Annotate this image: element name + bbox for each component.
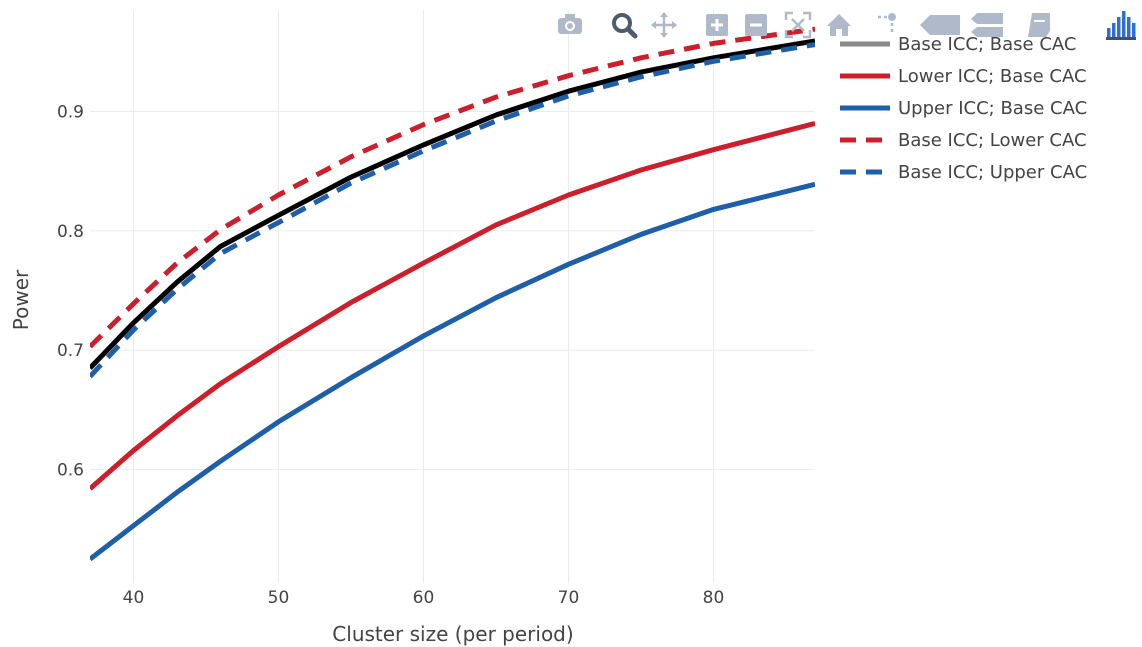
home-icon[interactable]: Reset axes [827,14,851,36]
pan-icon[interactable]: Pan [651,12,677,38]
plotly-logo-icon[interactable]: Produced with Plotly [1106,11,1136,40]
series-line-1 [90,123,815,488]
legend[interactable]: Base ICC; Base CAC Lower ICC; Base CAC Upp… [840,34,1087,183]
grid-lines [90,10,815,583]
legend-label: Upper ICC; Base CAC [898,98,1087,119]
y-axis-title: Power [9,269,33,330]
legend-label: Lower ICC; Base CAC [898,66,1087,87]
legend-label: Base ICC; Upper CAC [898,162,1087,183]
x-tick-label: 80 [703,588,725,608]
x-tick-label: 40 [123,588,145,608]
x-tick-label: 60 [413,588,435,608]
series-lines [90,29,815,559]
camera-icon[interactable]: Download plot as a png [558,14,582,34]
y-axis-ticks: 0.6 0.7 0.8 0.9 [57,102,84,480]
x-tick-label: 50 [268,588,290,608]
series-line-3 [90,29,815,347]
legend-item[interactable]: Base ICC; Upper CAC [840,162,1087,183]
series-line-2 [90,184,815,559]
legend-label: Base ICC; Base CAC [898,34,1076,55]
legend-item[interactable]: Base ICC; Lower CAC [840,130,1087,151]
x-axis-ticks: 40 50 60 70 80 [123,588,725,608]
legend-label: Base ICC; Lower CAC [898,130,1087,151]
zoom-out-icon[interactable]: Zoom out [745,14,767,36]
x-tick-label: 70 [558,588,580,608]
spike-lines-icon[interactable]: Toggle Spike Lines [878,13,896,33]
y-tick-label: 0.9 [57,102,84,122]
x-axis-title: Cluster size (per period) [332,622,573,646]
zoom-in-icon[interactable]: Zoom in [706,14,728,36]
legend-item[interactable]: Lower ICC; Base CAC [840,66,1087,87]
edit-icon[interactable]: Edit in Chart Studio [1028,13,1050,37]
hover-closest-icon[interactable]: Show closest data on hover [920,15,960,35]
legend-item[interactable]: Base ICC; Base CAC [840,34,1076,55]
y-tick-label: 0.7 [57,341,84,361]
zoom-icon[interactable]: Zoom [614,15,635,36]
y-tick-label: 0.8 [57,222,84,242]
legend-item[interactable]: Upper ICC; Base CAC [840,98,1087,119]
hover-compare-icon[interactable]: Compare data on hover [971,13,1003,37]
y-tick-label: 0.6 [57,461,84,481]
